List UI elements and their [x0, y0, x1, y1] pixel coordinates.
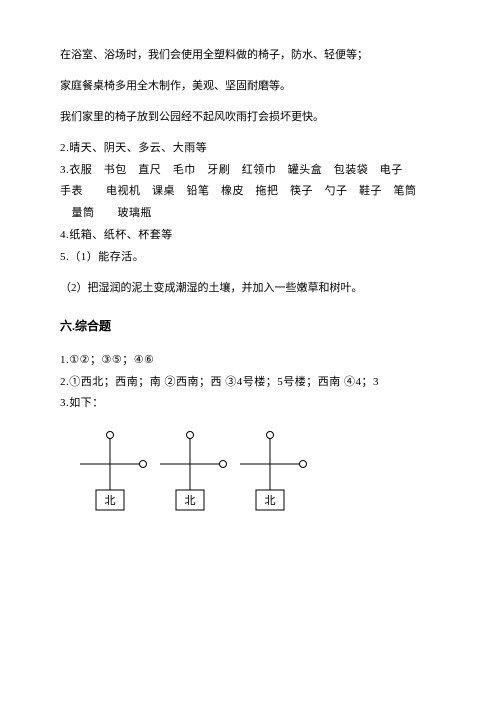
compass-diagram: 北北北 — [60, 428, 440, 518]
paragraph-2: 家庭餐桌椅多用全木制作，美观、坚固耐磨等。 — [60, 76, 440, 97]
list-item-5: 5.（1）能存活。 — [60, 247, 440, 268]
list-item-4: 4.纸箱、纸杯、杯套等 — [60, 225, 440, 246]
paragraph-3: 我们家里的椅子放到公园经不起风吹雨打会损坏更快。 — [60, 107, 440, 128]
list-item-3a: 3.衣服 书包 直尺 毛巾 牙刷 红领巾 罐头盒 包装袋 电子 — [60, 160, 440, 181]
list-item-2: 2.晴天、阴天、多云、大雨等 — [60, 138, 440, 159]
answer-2: 2.①西北；西南；南 ②西南；西 ③4号楼；5号楼；西南 ④4；3 — [60, 372, 440, 393]
section-6-title: 六.综合题 — [60, 315, 440, 338]
diagram-svg: 北北北 — [60, 428, 320, 518]
list-item-3b: 手表 电视机 课桌 铅笔 橡皮 拖把 筷子 勺子 鞋子 笔筒 — [60, 181, 440, 202]
answer-1: 1.①②；③⑤；④⑥ — [60, 350, 440, 371]
svg-text:北: 北 — [105, 494, 116, 507]
svg-text:北: 北 — [265, 494, 276, 507]
svg-text:北: 北 — [185, 494, 196, 507]
list-item-5b: （2）把湿润的泥土变成潮湿的土壤，并加入一些嫩草和树叶。 — [60, 278, 440, 299]
answer-3: 3.如下： — [60, 393, 440, 414]
list-item-3c: 量筒 玻璃瓶 — [60, 203, 440, 224]
paragraph-1: 在浴室、浴场时，我们会使用全塑料做的椅子，防水、轻便等； — [60, 45, 440, 66]
